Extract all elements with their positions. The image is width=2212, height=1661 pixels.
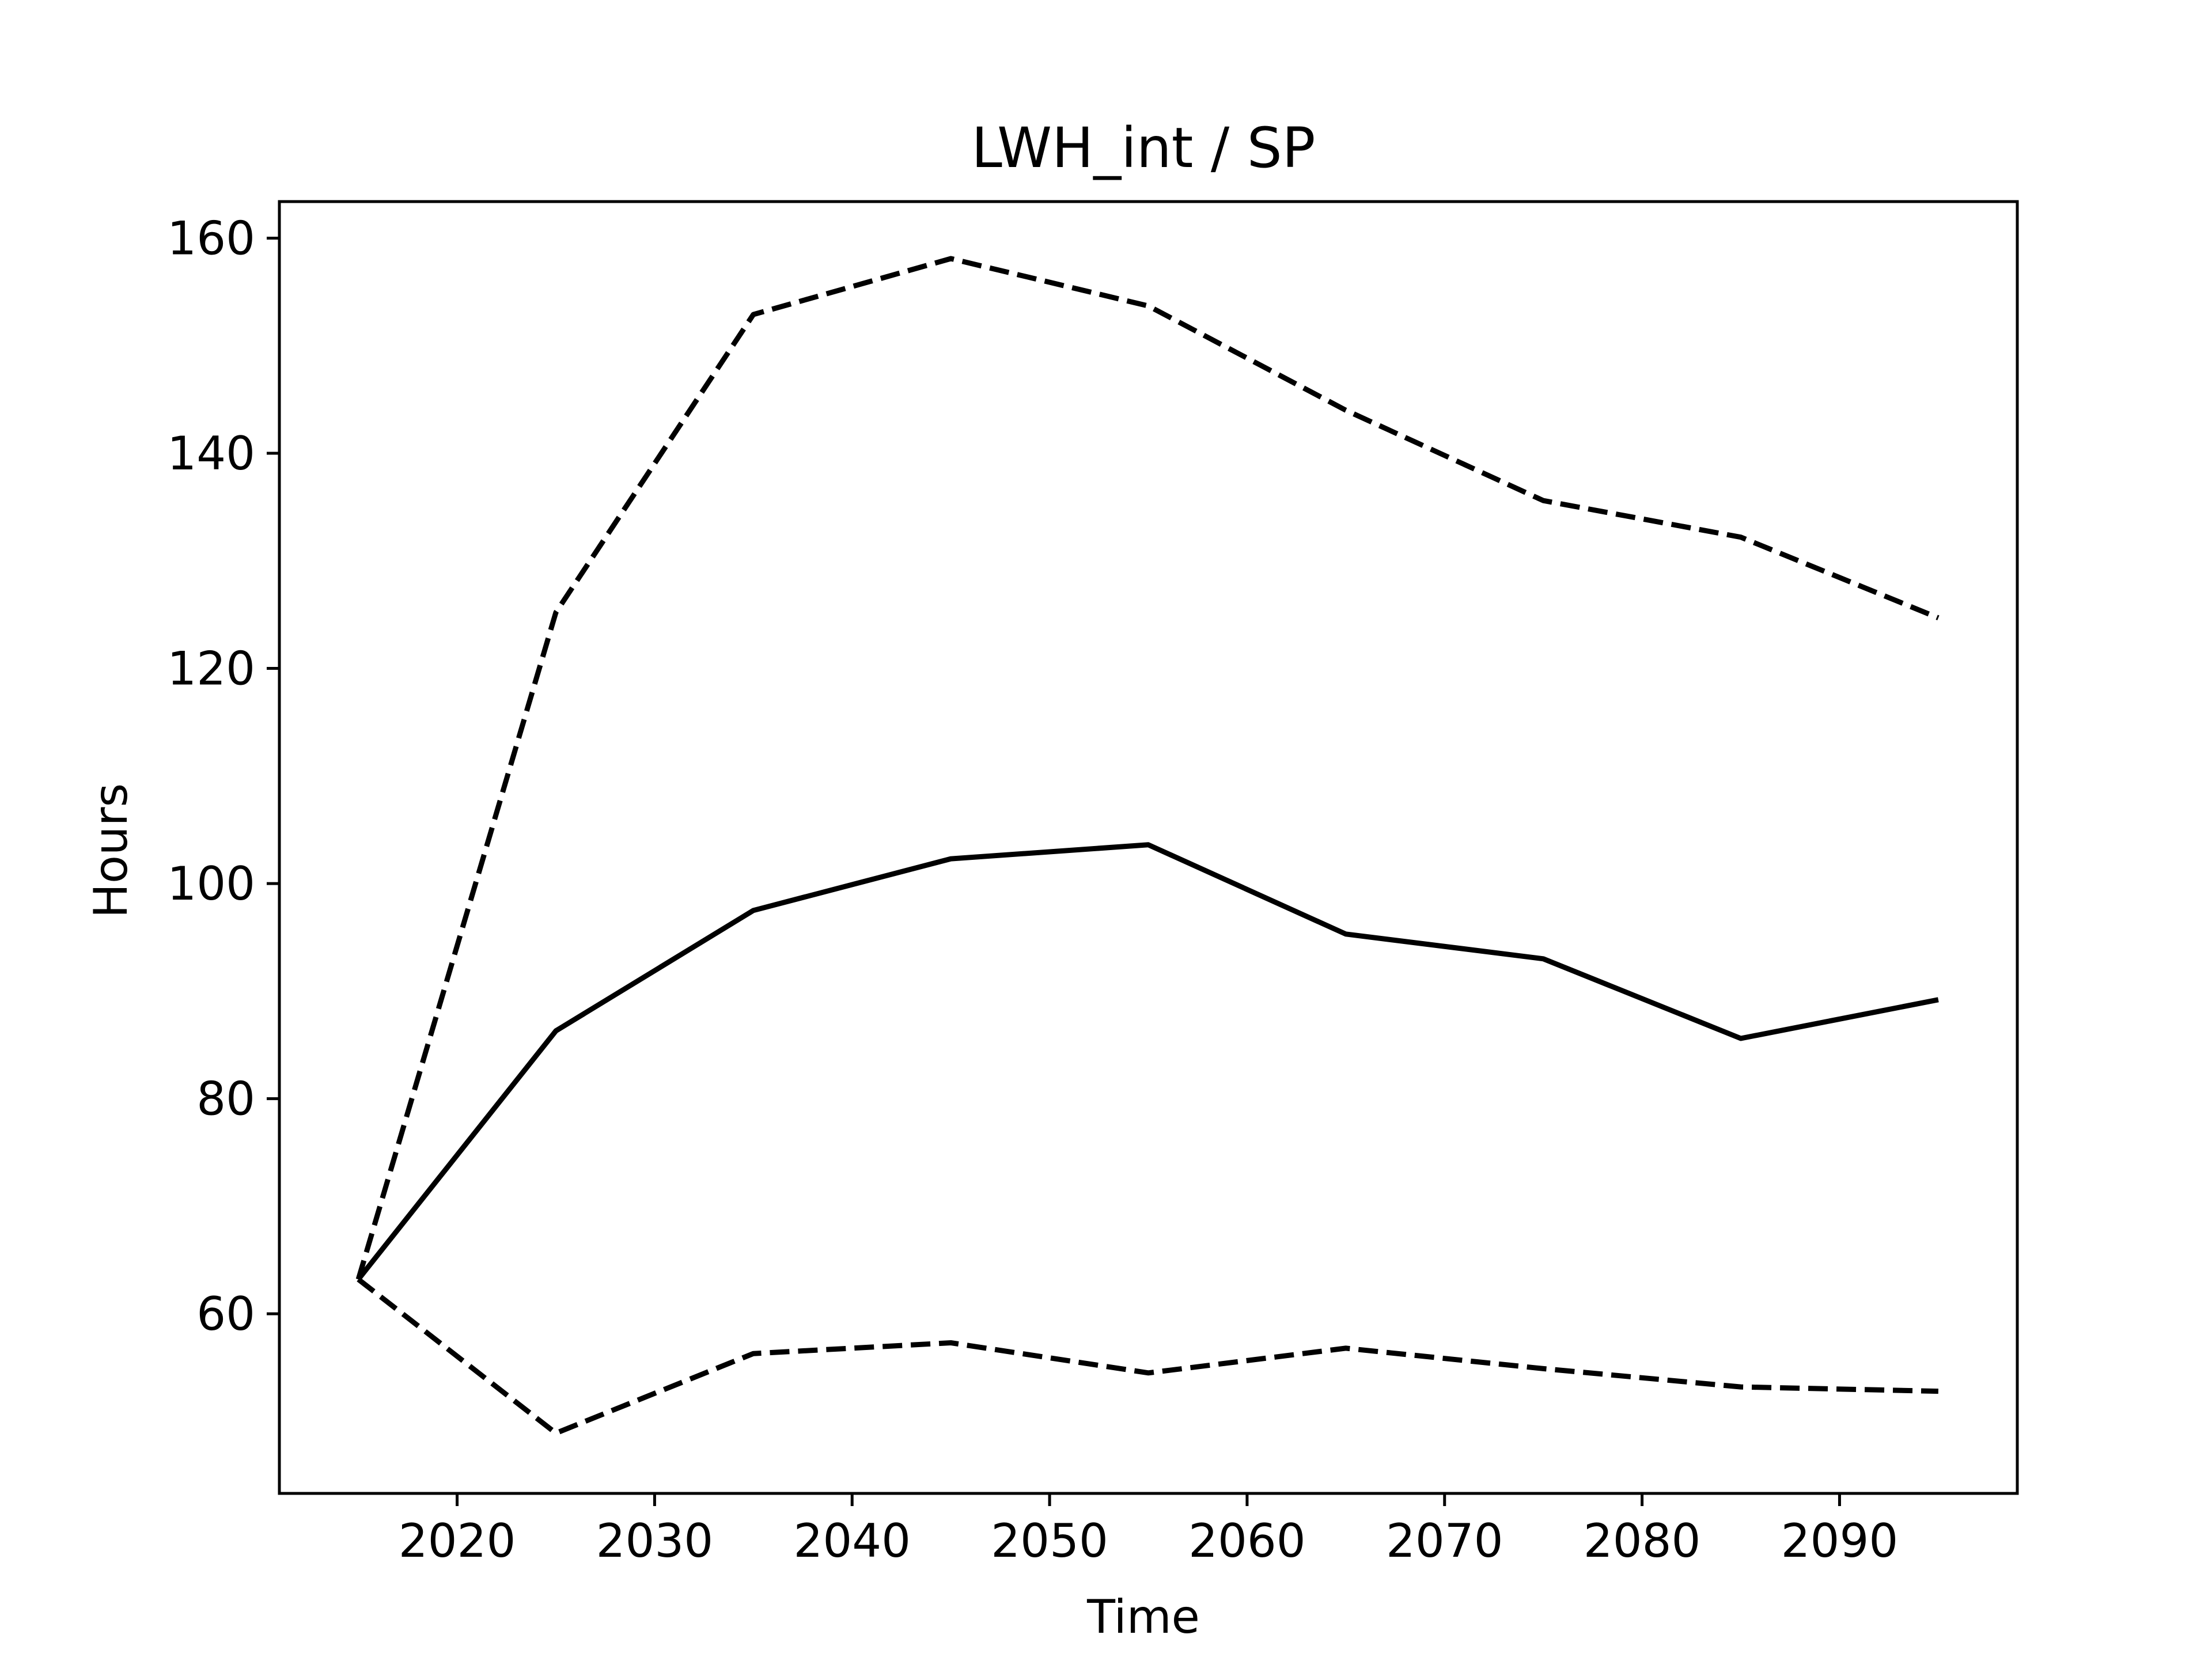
x-tick-label-2070: 2070 (1386, 1514, 1503, 1568)
series-line-1 (356, 842, 1939, 1281)
x-tick-label-2030: 2030 (596, 1514, 714, 1568)
x-tick-label-2090: 2090 (1781, 1514, 1899, 1568)
series-line-2 (355, 256, 1940, 1280)
plot-area: 2020 2030 2040 2050 2060 2070 2080 2090 60 80 100 1… (167, 200, 2019, 1568)
x-tick-label-2040: 2040 (793, 1514, 911, 1568)
series-line-3 (357, 1277, 1938, 1436)
y-tick-label-60: 60 (196, 1287, 255, 1341)
x-tick-label-2050: 2050 (991, 1514, 1108, 1568)
y-tick-label-120: 120 (167, 642, 255, 696)
chart-title: LWH_int / SP (971, 116, 1315, 180)
plot-frame (278, 200, 2019, 1495)
y-tick-label-80: 80 (196, 1072, 255, 1126)
y-tick-label-140: 140 (167, 427, 255, 480)
y-tick-label-100: 100 (167, 857, 255, 911)
x-tick-label-2020: 2020 (399, 1514, 516, 1568)
y-tick-label-160: 160 (167, 211, 255, 265)
x-tick-label-2080: 2080 (1584, 1514, 1701, 1568)
x-axis-label: Time (1086, 1590, 1200, 1644)
x-tick-label-2060: 2060 (1188, 1514, 1306, 1568)
y-axis-label: Hours (84, 783, 138, 918)
